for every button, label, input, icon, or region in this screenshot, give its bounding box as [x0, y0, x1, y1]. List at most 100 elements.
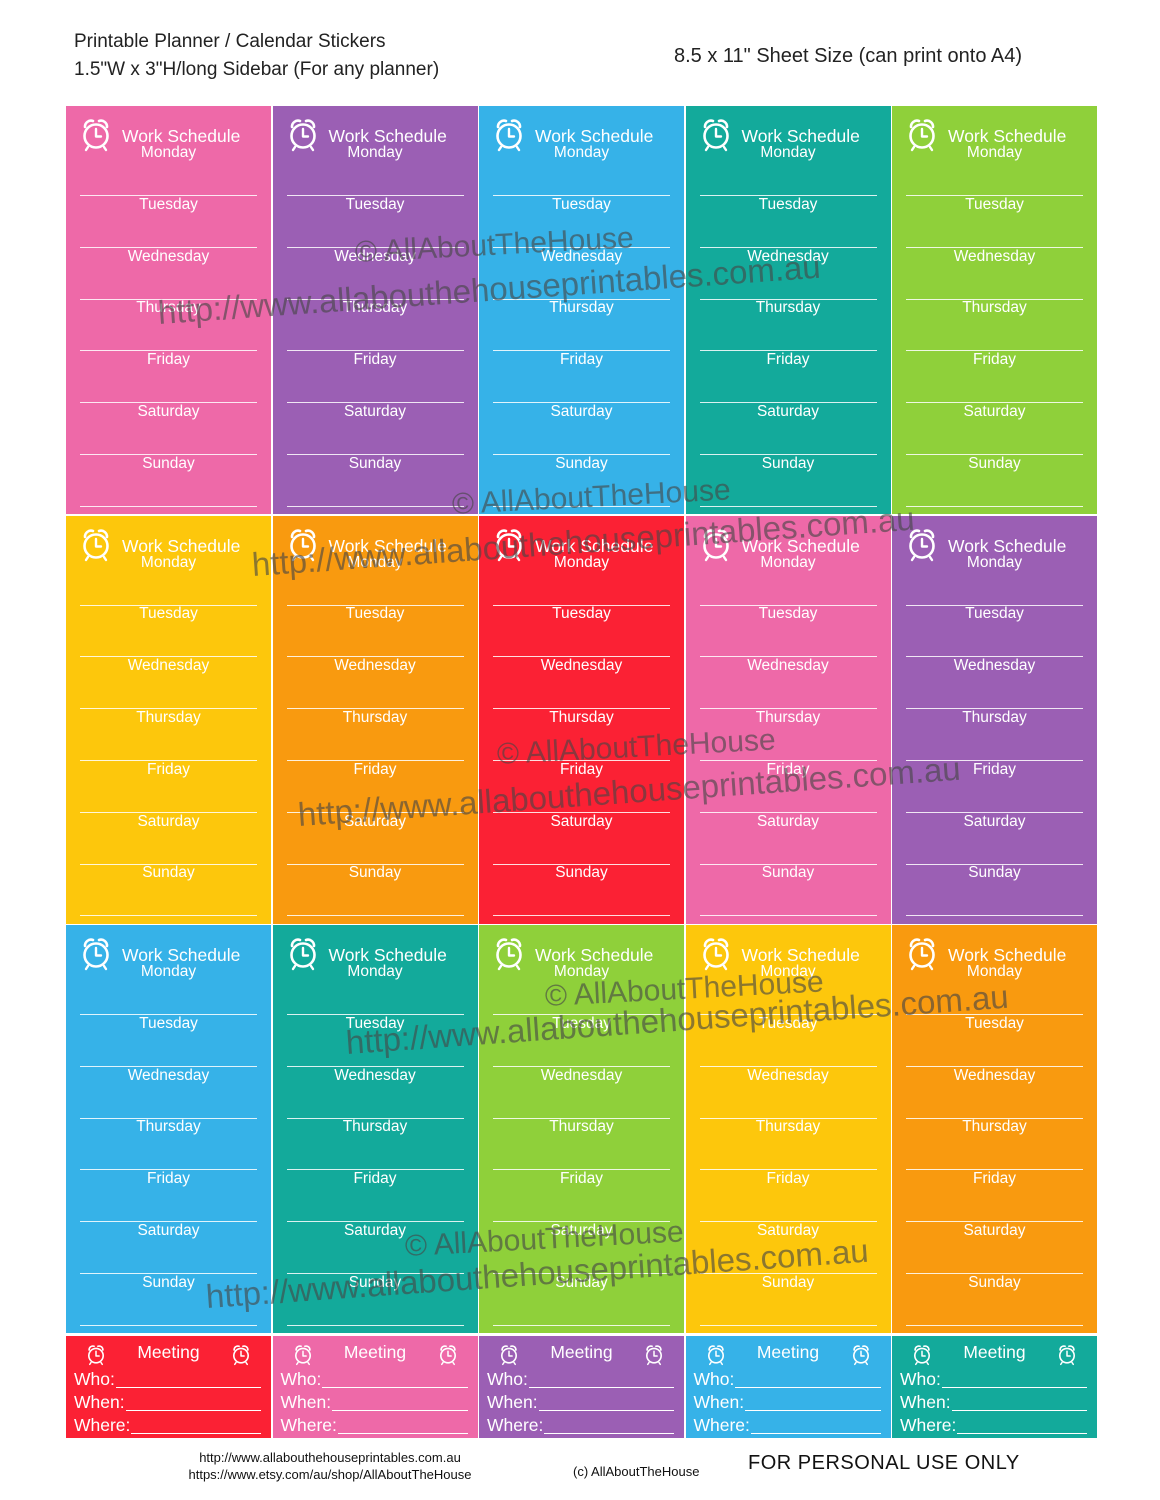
day-label: Thursday — [962, 708, 1027, 726]
sticker-title: Work Schedule — [328, 535, 447, 556]
meeting-who-line: Who: — [487, 1368, 674, 1390]
day-row: Saturday — [493, 1222, 670, 1274]
write-in-line — [80, 1117, 257, 1119]
footer-copyright: (c) AllAboutTheHouse — [573, 1464, 700, 1479]
work-schedule-sticker: Work Schedule Monday Tuesday Wednesday Thurs… — [272, 925, 478, 1333]
meeting-title: Meeting — [343, 1342, 407, 1362]
write-in-line — [80, 350, 257, 352]
day-label: Friday — [559, 760, 604, 778]
day-label: Monday — [140, 553, 197, 571]
day-label: Tuesday — [139, 195, 198, 213]
personal-use-notice: FOR PERSONAL USE ONLY — [748, 1452, 1020, 1474]
day-row: Monday — [286, 963, 464, 1015]
meeting-when-label: When: — [280, 1392, 332, 1412]
alarm-clock-icon — [707, 1345, 724, 1366]
footer-urls: http://www.allabouthehouseprintables.com… — [150, 1449, 510, 1483]
day-label: Thursday — [962, 299, 1027, 317]
day-label: Monday — [347, 144, 403, 161]
write-in-line — [906, 759, 1083, 761]
alarm-clock-icon — [496, 119, 522, 152]
day-row: Friday — [699, 351, 877, 404]
write-in-line — [528, 1387, 674, 1388]
day-row: Monday — [286, 554, 464, 606]
day-row: Thursday — [286, 299, 464, 352]
alarm-clock-icon — [702, 938, 729, 971]
write-in-line — [906, 350, 1083, 352]
write-in-line — [906, 1117, 1083, 1119]
day-row: Wednesday — [699, 1067, 877, 1119]
write-in-line — [699, 604, 877, 606]
sticker-title: Work Schedule — [328, 126, 447, 146]
write-in-line — [544, 1433, 674, 1434]
meeting-who-line: Who: — [900, 1368, 1087, 1390]
day-row: Saturday — [286, 813, 464, 865]
sticker-header: Work Schedule — [273, 526, 478, 566]
write-in-line — [125, 1410, 261, 1411]
day-row: Tuesday — [80, 1015, 257, 1067]
alarm-clock-icon — [289, 528, 316, 561]
sticker-title: Work Schedule — [535, 945, 654, 965]
day-label: Wednesday — [127, 657, 210, 675]
meeting-sticker: Meeting Who: When: Where: — [685, 1336, 891, 1438]
day-row: Thursday — [80, 709, 257, 761]
write-in-line — [80, 298, 257, 300]
work-schedule-sticker: Work Schedule Monday Tuesday Wednesday Thurs… — [685, 106, 891, 514]
meeting-where-label: Where: — [487, 1415, 544, 1435]
day-label: Tuesday — [965, 605, 1024, 623]
day-row: Friday — [286, 761, 464, 813]
day-label: Saturday — [963, 1222, 1026, 1239]
day-label: Friday — [559, 1170, 604, 1188]
write-in-line — [286, 656, 464, 658]
day-label: Wednesday — [953, 247, 1036, 265]
work-schedule-sticker: Work Schedule Monday Tuesday Wednesday Thurs… — [892, 925, 1097, 1333]
day-row: Saturday — [80, 813, 257, 865]
write-in-line — [80, 1169, 257, 1171]
day-label: Friday — [766, 760, 810, 778]
alarm-clock-icon — [83, 938, 109, 971]
meeting-who-label: Who: — [280, 1369, 322, 1389]
meeting-title: Meeting — [550, 1342, 613, 1362]
write-in-line — [286, 1117, 464, 1119]
day-label: Friday — [353, 1170, 397, 1188]
write-in-line — [332, 1410, 468, 1411]
day-row: Thursday — [493, 299, 670, 352]
write-in-line — [286, 708, 464, 710]
day-label: Monday — [140, 963, 197, 980]
day-row: Tuesday — [286, 1015, 464, 1067]
write-in-line — [699, 811, 877, 813]
day-label: Thursday — [962, 1118, 1027, 1136]
day-row: Wednesday — [80, 657, 257, 710]
day-row: Wednesday — [286, 1067, 464, 1119]
day-row: Friday — [80, 761, 257, 813]
day-row: Thursday — [699, 1118, 877, 1171]
day-label: Sunday — [142, 454, 195, 472]
write-in-line — [699, 505, 877, 507]
write-in-line — [699, 656, 877, 658]
meeting-who-label: Who: — [74, 1369, 115, 1389]
write-in-line — [906, 454, 1083, 455]
day-row: Wednesday — [80, 1067, 257, 1119]
meeting-where-label: Where: — [74, 1415, 131, 1435]
meeting-when-line: When: — [487, 1391, 674, 1413]
day-label: Saturday — [756, 812, 820, 830]
day-row: Sunday — [906, 1274, 1083, 1326]
day-label: Thursday — [755, 299, 821, 317]
write-in-line — [699, 1065, 877, 1067]
sticker-title: Work Schedule — [948, 126, 1067, 146]
day-row: Tuesday — [906, 1015, 1083, 1067]
day-label: Saturday — [137, 1222, 200, 1239]
work-schedule-sticker: Work Schedule Monday Tuesday Wednesday Thurs… — [66, 106, 271, 514]
meeting-when-label: When: — [900, 1392, 951, 1412]
meeting-where-line: Where: — [694, 1414, 881, 1436]
write-in-line — [80, 604, 257, 606]
day-label: Saturday — [550, 812, 613, 830]
alarm-clock-icon — [909, 528, 935, 561]
day-row: Saturday — [286, 1222, 464, 1274]
write-in-line — [80, 1273, 257, 1274]
write-in-line — [951, 1410, 1087, 1411]
sticker-title: Work Schedule — [948, 945, 1067, 965]
alarm-clock-icon — [83, 528, 109, 561]
day-label: Sunday — [761, 454, 815, 472]
write-in-line — [493, 656, 670, 658]
alarm-clock-icon — [852, 1345, 869, 1366]
